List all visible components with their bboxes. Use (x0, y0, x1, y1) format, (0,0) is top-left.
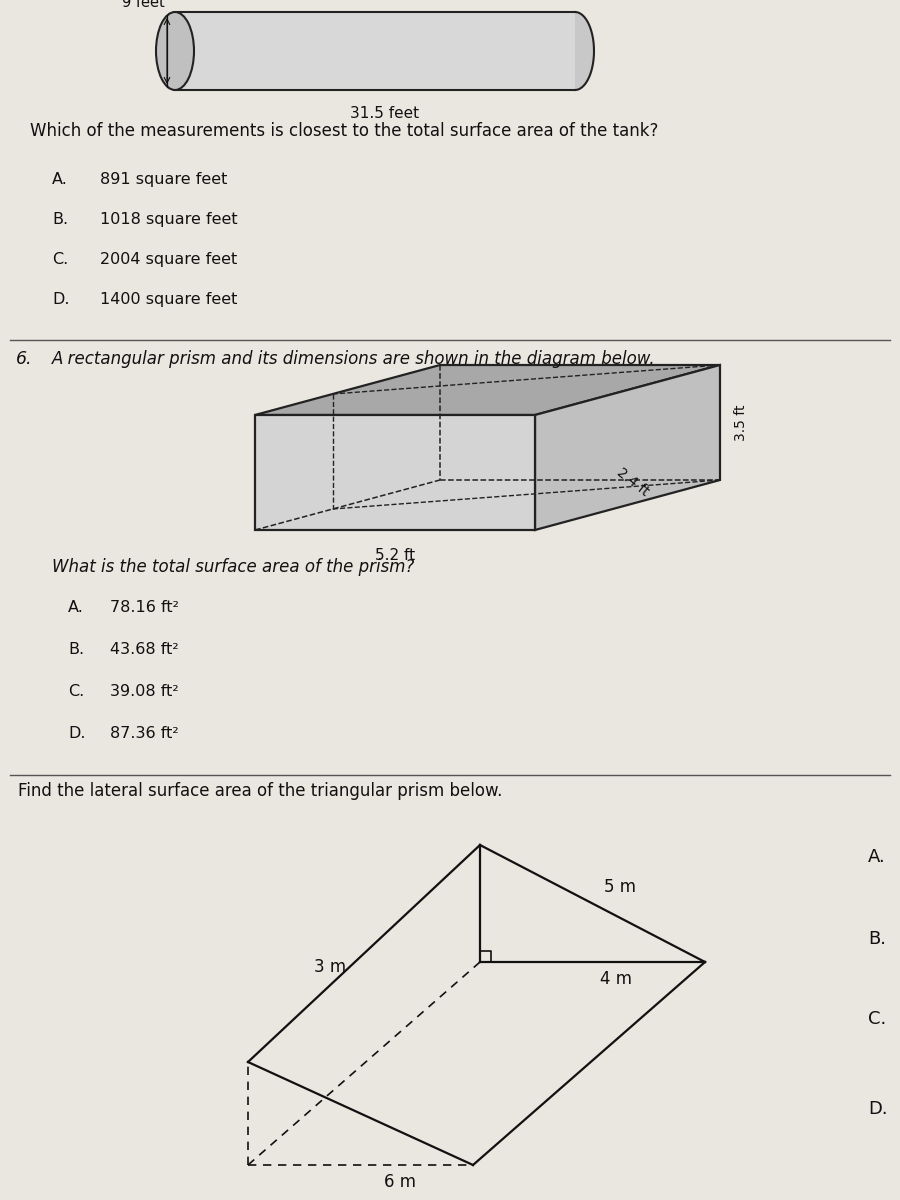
Text: 87.36 ft²: 87.36 ft² (110, 726, 178, 740)
Text: 9 feet: 9 feet (122, 0, 165, 10)
Text: B.: B. (868, 930, 886, 948)
Text: B.: B. (68, 642, 84, 658)
Text: D.: D. (52, 292, 69, 307)
Text: 4 m: 4 m (600, 970, 633, 988)
Text: 5 m: 5 m (605, 877, 636, 895)
Text: 891 square feet: 891 square feet (100, 172, 228, 187)
Text: 5.2 ft: 5.2 ft (375, 548, 415, 563)
Polygon shape (175, 12, 575, 90)
Text: B.: B. (52, 212, 68, 227)
Text: D.: D. (868, 1100, 887, 1118)
Text: C.: C. (52, 252, 68, 266)
Text: What is the total surface area of the prism?: What is the total surface area of the pr… (52, 558, 414, 576)
Text: C.: C. (868, 1010, 886, 1028)
Text: D.: D. (68, 726, 86, 740)
Polygon shape (575, 12, 594, 90)
Ellipse shape (156, 12, 194, 90)
Text: 6.: 6. (16, 350, 32, 368)
Text: 3.5 ft: 3.5 ft (734, 404, 748, 440)
Text: A.: A. (868, 848, 886, 866)
Text: A rectangular prism and its dimensions are shown in the diagram below.: A rectangular prism and its dimensions a… (52, 350, 655, 368)
Polygon shape (255, 365, 720, 415)
Text: 39.08 ft²: 39.08 ft² (110, 684, 178, 698)
Text: 2.4 ft: 2.4 ft (614, 466, 652, 499)
Text: 31.5 feet: 31.5 feet (350, 106, 419, 121)
Text: 1400 square feet: 1400 square feet (100, 292, 238, 307)
Text: Find the lateral surface area of the triangular prism below.: Find the lateral surface area of the tri… (18, 782, 502, 800)
Text: 43.68 ft²: 43.68 ft² (110, 642, 178, 658)
Polygon shape (255, 415, 535, 530)
Text: 3 m: 3 m (314, 959, 346, 977)
Text: 6 m: 6 m (384, 1174, 417, 1190)
Polygon shape (535, 365, 720, 530)
Text: 1018 square feet: 1018 square feet (100, 212, 238, 227)
Text: A.: A. (52, 172, 68, 187)
Text: Which of the measurements is closest to the total surface area of the tank?: Which of the measurements is closest to … (30, 122, 659, 140)
Text: C.: C. (68, 684, 85, 698)
Text: 78.16 ft²: 78.16 ft² (110, 600, 179, 614)
Text: A.: A. (68, 600, 84, 614)
Text: 2004 square feet: 2004 square feet (100, 252, 238, 266)
